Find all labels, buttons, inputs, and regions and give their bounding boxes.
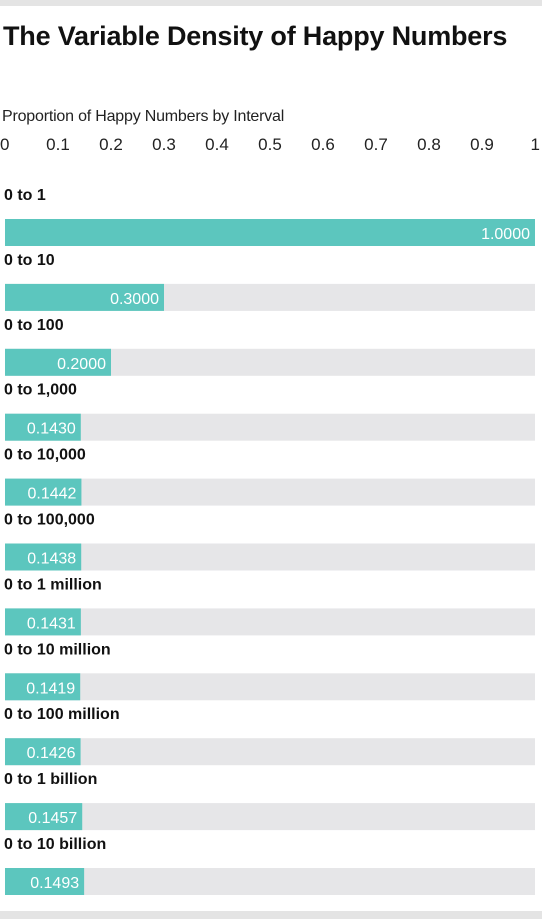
- bar: [5, 219, 535, 246]
- bar-track: [5, 803, 535, 831]
- category-label: 0 to 1 billion: [4, 771, 97, 788]
- category-label: 0 to 1: [4, 187, 46, 204]
- chart-subtitle: Proportion of Happy Numbers by Interval: [2, 108, 285, 125]
- bar: [5, 283, 164, 311]
- bar-value-label: 0.1419: [26, 680, 75, 697]
- bar: [5, 608, 81, 636]
- category-label: 0 to 10 billion: [4, 836, 106, 853]
- bar-value-label: 0.1426: [27, 745, 76, 762]
- bar-track: [5, 608, 535, 636]
- bar-value-label: 0.1442: [27, 486, 76, 503]
- x-tick-label: 0.7: [364, 135, 388, 154]
- x-tick-label: 0.6: [311, 135, 335, 154]
- x-tick-label: 0.1: [46, 135, 70, 154]
- bar-track: [5, 868, 535, 895]
- bar-track: [5, 478, 535, 506]
- bottom-rule: [0, 911, 542, 919]
- bar: [5, 543, 82, 571]
- x-tick-label: 0.9: [470, 135, 494, 154]
- category-label: 0 to 100,000: [4, 512, 95, 529]
- bar-value-label: 0.1438: [27, 551, 76, 568]
- bar-track: [5, 543, 535, 571]
- top-rule: [0, 0, 542, 6]
- x-tick-label: 0.4: [205, 135, 229, 154]
- bar-chart: 0 0.1 0.2 0.3 0.4 0.5 0.6 0.7 0.8 0.9 1 0 to 1 1.000…: [0, 135, 540, 895]
- bar-value-label: 0.2000: [57, 356, 106, 373]
- x-tick-label: 0.3: [152, 135, 176, 154]
- category-label: 0 to 100: [4, 317, 64, 334]
- bar: [5, 673, 81, 701]
- bar-value-label: 0.1431: [27, 615, 76, 632]
- x-tick-label: 0.2: [99, 135, 123, 154]
- chart-title: The Variable Density of Happy Numbers: [3, 21, 508, 51]
- x-tick-label: 1: [531, 135, 540, 154]
- bar: [5, 738, 81, 766]
- bar-value-label: 0.1430: [27, 421, 76, 438]
- category-label: 0 to 10: [4, 252, 55, 269]
- bar-track: [5, 738, 535, 766]
- bar: [5, 348, 111, 376]
- bar: [5, 478, 82, 506]
- bar-value-label: 1.0000: [481, 226, 530, 243]
- category-label: 0 to 100 million: [4, 706, 120, 723]
- bar: [5, 803, 83, 831]
- category-label: 0 to 1,000: [4, 382, 77, 399]
- category-label: 0 to 1 million: [4, 576, 102, 593]
- x-tick-label: 0: [0, 135, 9, 154]
- bar-value-label: 0.1493: [30, 875, 79, 892]
- category-label: 0 to 10 million: [4, 641, 111, 658]
- bar-value-label: 0.3000: [110, 291, 159, 308]
- bar-track: [5, 413, 535, 441]
- category-label: 0 to 10,000: [4, 447, 86, 464]
- x-tick-label: 0.8: [417, 135, 441, 154]
- x-tick-label: 0.5: [258, 135, 282, 154]
- bar: [5, 868, 85, 895]
- bar: [5, 413, 81, 441]
- bar-value-label: 0.1457: [28, 810, 77, 827]
- bar-track: [5, 673, 535, 701]
